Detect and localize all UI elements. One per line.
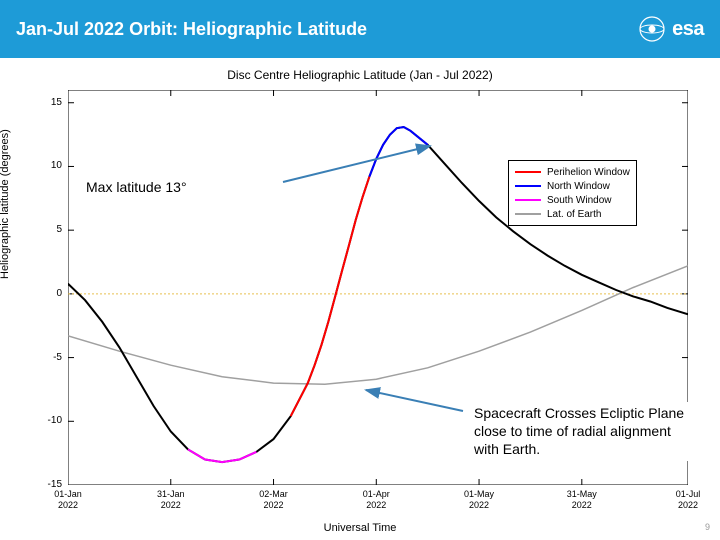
series-earth bbox=[68, 266, 688, 385]
y-tick-label: 15 bbox=[40, 97, 62, 108]
x-tick-label: 31-Jan2022 bbox=[146, 489, 196, 511]
esa-logo-icon bbox=[638, 15, 666, 43]
y-axis-label: Heliographic latitude (degrees) bbox=[0, 129, 11, 279]
y-tick-label: 10 bbox=[40, 160, 62, 171]
legend-swatch bbox=[515, 213, 541, 215]
legend-label: Lat. of Earth bbox=[547, 209, 601, 220]
annotation-ecliptic-crossing: Spacecraft Crosses Ecliptic Plane close … bbox=[472, 402, 697, 461]
x-tick-label: 01-Jul2022 bbox=[663, 489, 713, 511]
y-tick-label: 0 bbox=[40, 288, 62, 299]
x-tick-label: 02-Mar2022 bbox=[249, 489, 299, 511]
legend-label: North Window bbox=[547, 181, 610, 192]
page-number: 9 bbox=[705, 522, 710, 532]
legend-swatch bbox=[515, 171, 541, 173]
x-axis-label: Universal Time bbox=[324, 522, 397, 534]
x-tick-label: 01-Jan2022 bbox=[43, 489, 93, 511]
legend-item: Lat. of Earth bbox=[515, 207, 630, 221]
legend-label: South Window bbox=[547, 195, 611, 206]
legend-swatch bbox=[515, 185, 541, 187]
y-tick-label: 5 bbox=[40, 224, 62, 235]
slide-header: Jan-Jul 2022 Orbit: Heliographic Latitud… bbox=[0, 0, 720, 58]
chart-container: Disc Centre Heliographic Latitude (Jan -… bbox=[0, 58, 720, 540]
legend-label: Perihelion Window bbox=[547, 167, 630, 178]
x-tick-label: 01-Apr2022 bbox=[351, 489, 401, 511]
y-tick-label: -5 bbox=[40, 352, 62, 363]
esa-logo: esa bbox=[638, 15, 704, 43]
series-perihelion bbox=[291, 177, 370, 417]
series-south bbox=[188, 449, 257, 462]
y-tick-label: -10 bbox=[40, 415, 62, 426]
esa-logo-text: esa bbox=[672, 18, 704, 41]
legend-swatch bbox=[515, 199, 541, 201]
series-north bbox=[369, 127, 427, 177]
legend-item: South Window bbox=[515, 193, 630, 207]
slide-title: Jan-Jul 2022 Orbit: Heliographic Latitud… bbox=[16, 19, 367, 40]
annotation-max-latitude: Max latitude 13° bbox=[84, 176, 189, 198]
annotation-arrow bbox=[283, 146, 430, 182]
x-tick-label: 31-May2022 bbox=[557, 489, 607, 511]
x-tick-label: 01-May2022 bbox=[454, 489, 504, 511]
chart-title: Disc Centre Heliographic Latitude (Jan -… bbox=[227, 68, 492, 82]
annotation-arrow bbox=[366, 390, 463, 411]
legend-item: North Window bbox=[515, 179, 630, 193]
legend: Perihelion Window North Window South Windo… bbox=[508, 160, 637, 226]
legend-item: Perihelion Window bbox=[515, 165, 630, 179]
